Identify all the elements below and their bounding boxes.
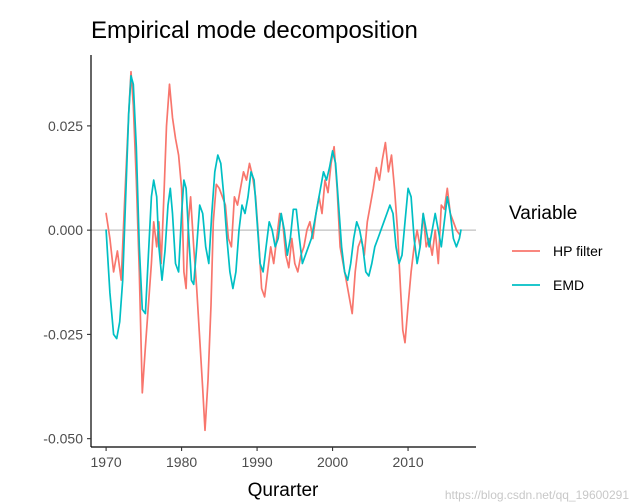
series-line-emd xyxy=(105,75,462,340)
legend-label: HP filter xyxy=(553,243,603,259)
legend-title: Variable xyxy=(509,203,577,224)
x-tick-label: 1980 xyxy=(166,454,197,470)
y-tick-label: -0.050 xyxy=(43,431,83,447)
legend-label: EMD xyxy=(553,277,584,293)
series-layer xyxy=(105,70,462,432)
x-tick-label: 2010 xyxy=(392,454,423,470)
x-tick-label: 1990 xyxy=(242,454,273,470)
y-tick-label: 0.000 xyxy=(48,222,83,238)
legend: Variable HP filter EMD xyxy=(509,203,603,293)
x-tick-label: 1970 xyxy=(91,454,122,470)
legend-items: HP filter EMD xyxy=(512,243,603,293)
y-tick-label: 0.025 xyxy=(48,118,83,134)
chart-title: Empirical mode decomposition xyxy=(91,17,418,44)
x-axis-title: Qurarter xyxy=(248,480,319,501)
x-tick-label: 2000 xyxy=(317,454,348,470)
watermark-text: https://blog.csdn.net/qq_19600291 xyxy=(445,488,629,502)
y-axis-ticks: -0.050 -0.025 0.000 0.025 xyxy=(43,118,91,447)
x-axis-ticks: 1970 1980 1990 2000 2010 xyxy=(91,447,424,470)
y-tick-label: -0.025 xyxy=(43,326,83,342)
plot-area: -0.050 -0.025 0.000 0.025 1970 1980 1990 2000 2… xyxy=(43,55,476,470)
